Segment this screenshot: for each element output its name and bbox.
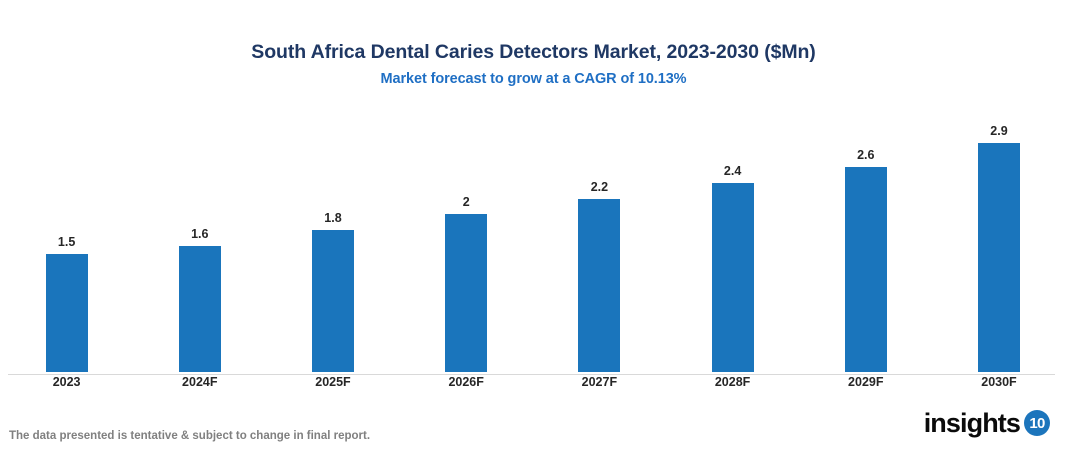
bar-group: 2.2 <box>533 100 666 372</box>
bar-group: 1.6 <box>133 100 266 372</box>
bar-group: 2.4 <box>666 100 799 372</box>
bar[interactable] <box>45 254 88 372</box>
bar[interactable] <box>578 199 621 372</box>
x-axis-tick-label: 2026F <box>448 375 484 389</box>
bar-value-label: 1.6 <box>191 226 209 241</box>
bar-group: 2.9 <box>932 100 1065 372</box>
insights10-logo: insights 10 <box>924 407 1050 439</box>
bar[interactable] <box>311 230 354 372</box>
bar-value-label: 1.5 <box>57 234 76 249</box>
brand-badge-icon: 10 <box>1024 410 1050 436</box>
x-axis-tick-label: 2028F <box>714 375 751 389</box>
x-axis-line <box>8 374 1055 375</box>
bar-value-label: 2.9 <box>990 123 1008 138</box>
chart-subtitle: Market forecast to grow at a CAGR of 10.… <box>380 71 687 87</box>
chart-plot-area: 1.5 1.6 1.8 2 2.2 2.4 2.6 2.9 <box>0 100 1067 375</box>
x-axis-tick-label: 2027F <box>581 375 618 389</box>
x-axis-tick-label: 2025F <box>315 375 351 389</box>
bars-layer: 1.5 1.6 1.8 2 2.2 2.4 2.6 2.9 <box>0 100 1067 372</box>
bar-group: 2.6 <box>799 100 932 372</box>
bar-value-label: 2.2 <box>590 179 609 194</box>
x-axis-tick-labels: 2023 2024F 2025F 2026F 2027F 2028F 2029F… <box>0 375 1067 395</box>
page-title: South Africa Dental Caries Detectors Mar… <box>251 41 816 63</box>
x-axis-tick-label: 2030F <box>981 375 1017 389</box>
bar[interactable] <box>178 246 221 372</box>
bar[interactable] <box>844 167 887 372</box>
bar[interactable] <box>977 143 1020 372</box>
bar[interactable] <box>711 183 754 372</box>
disclaimer-text: The data presented is tentative & subjec… <box>9 430 371 442</box>
bar-value-label: 1.8 <box>324 210 342 225</box>
bar-group: 2 <box>400 100 533 372</box>
bar-value-label: 2.6 <box>857 147 875 162</box>
bar[interactable] <box>445 214 488 372</box>
brand-wordmark: insights <box>923 407 1021 438</box>
bar-value-label: 2.4 <box>723 163 742 178</box>
bar-value-label: 2 <box>462 194 470 209</box>
x-axis-tick-label: 2023 <box>52 375 81 389</box>
bar-group: 1.5 <box>0 100 133 372</box>
x-axis-tick-label: 2029F <box>848 375 884 389</box>
bar-group: 1.8 <box>266 100 399 372</box>
x-axis-tick-label: 2024F <box>182 375 218 389</box>
